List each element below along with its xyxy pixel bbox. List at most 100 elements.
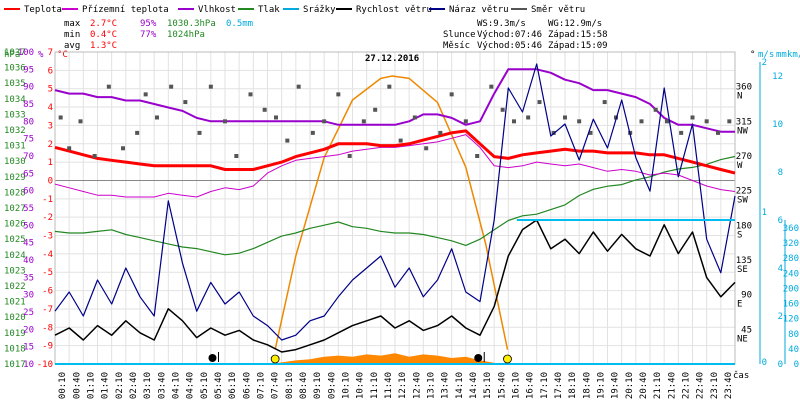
tick-press: 1028 — [4, 188, 26, 198]
wind-dir-point — [135, 130, 140, 135]
tick-time: 18:40 — [582, 372, 592, 399]
wind-dir-point — [78, 119, 83, 124]
tick-hum: 20 — [23, 325, 34, 335]
tick-kmh: 280 — [783, 254, 799, 264]
tick-time: 08:10 — [285, 372, 295, 399]
wind-dir-point — [106, 84, 111, 89]
wind-dir-point — [169, 84, 174, 89]
sunset-marker — [503, 354, 512, 364]
wind-dir-point — [563, 115, 567, 120]
tick-time: 23:10 — [710, 372, 720, 399]
tick-press: 1037 — [4, 48, 26, 58]
sun-curve — [274, 75, 509, 350]
tick-time: 07:10 — [256, 372, 266, 399]
sun-label: Slunce — [443, 30, 476, 40]
axis-unit-deg: ° — [750, 50, 755, 60]
tick-dir: 360 — [736, 83, 752, 93]
wind-dir-point — [67, 146, 72, 151]
tick-hum: 25 — [23, 308, 34, 318]
tick-hum: 90 — [23, 83, 34, 93]
moon-label: Měsíc — [443, 41, 470, 51]
series-wind-speed — [54, 219, 736, 353]
tick-press: 1031 — [4, 142, 26, 152]
wind-dir-point — [92, 154, 97, 158]
series-temperature — [54, 129, 736, 175]
moonrise-marker — [208, 354, 217, 362]
tick-dir: 45 — [741, 325, 752, 335]
tick-hum: 60 — [23, 187, 34, 197]
wind-dir-point — [512, 119, 516, 124]
tick-time: 22:40 — [696, 372, 706, 399]
tick-hum: 35 — [23, 273, 34, 283]
tick-dir-name: NW — [737, 126, 748, 136]
tick-time: 15:10 — [483, 372, 493, 399]
tick-kmh: 0 — [794, 360, 799, 370]
tick-time: 16:10 — [511, 372, 521, 399]
tick-time: 11:40 — [384, 372, 394, 399]
tick-time: 04:40 — [186, 372, 196, 399]
tick-hum: 45 — [23, 239, 34, 249]
tick-time: 16:40 — [526, 372, 536, 399]
tick-ms: 0 — [762, 358, 767, 368]
wind-dir-point — [398, 138, 403, 143]
axis-unit-hpa: hPa — [4, 50, 20, 60]
tick-time: 03:40 — [157, 372, 167, 399]
chart-title: 27.12.2016 — [365, 54, 419, 64]
tick-dir-name: SW — [737, 196, 748, 206]
tick-time: 13:10 — [426, 372, 436, 399]
series-ground-temp — [54, 134, 736, 198]
wind-speed-info: WS:9.3m/s — [477, 19, 526, 29]
tick-press: 1025 — [4, 235, 26, 245]
tick-dir-name: NE — [737, 334, 748, 344]
legend-label: Rychlost větru — [356, 5, 432, 15]
sun-set: Západ:15:58 — [548, 30, 608, 40]
tick-time: 13:40 — [441, 372, 451, 399]
tick-time: 06:10 — [228, 372, 238, 399]
tick-temp: -5 — [42, 268, 53, 278]
wind-dir-point — [665, 119, 669, 124]
tick-press: 1023 — [4, 266, 26, 276]
tick-time: 17:10 — [540, 372, 550, 399]
moonset-marker — [474, 354, 483, 362]
tick-time: 10:10 — [341, 372, 351, 399]
tick-dir: 270 — [736, 152, 752, 162]
tick-hum: 80 — [23, 117, 34, 127]
wind-dir-point — [438, 130, 443, 135]
tick-time: 14:10 — [455, 372, 465, 399]
moon-set: Západ:15:09 — [548, 41, 608, 51]
tick-dir-name: E — [737, 300, 742, 310]
tick-press: 1027 — [4, 204, 26, 214]
axis-unit-mm: mm — [776, 50, 787, 60]
tick-time: 12:40 — [412, 372, 422, 399]
tick-temp: 7 — [48, 48, 53, 58]
moon-rise: Východ:05:46 — [477, 41, 542, 51]
tick-time: 22:10 — [681, 372, 691, 399]
legend-label: Vlhkost — [198, 5, 236, 15]
wind-dir-point — [449, 92, 454, 97]
tick-time: 19:10 — [596, 372, 606, 399]
tick-time: 02:40 — [129, 372, 139, 399]
tick-ms: 1 — [762, 208, 767, 218]
tick-time: 09:40 — [327, 372, 337, 399]
tick-time: 20:10 — [625, 372, 635, 399]
wind-dir-point — [310, 130, 315, 135]
legend-label: Náraz větru — [449, 5, 509, 15]
tick-hum: 55 — [23, 204, 34, 214]
tick-ms: 2 — [762, 58, 767, 68]
tick-kmh: 120 — [783, 315, 799, 325]
tick-time: 15:40 — [497, 372, 507, 399]
tick-dir-name: N — [737, 92, 742, 102]
wind-dir-point — [274, 115, 278, 120]
sun-rise: Východ:07:46 — [477, 30, 542, 40]
wind-dir-point — [234, 154, 239, 158]
wind-dir-point — [336, 92, 341, 97]
tick-time: 06:40 — [242, 372, 252, 399]
tick-temp: -3 — [42, 232, 53, 242]
stats-avg-temp: 1.3°C — [90, 41, 117, 51]
wind-dir-point — [588, 130, 593, 135]
tick-press: 1019 — [4, 329, 26, 339]
tick-time: 07:40 — [271, 372, 281, 399]
wind-dir-point — [475, 154, 480, 158]
tick-time: 01:40 — [101, 372, 111, 399]
